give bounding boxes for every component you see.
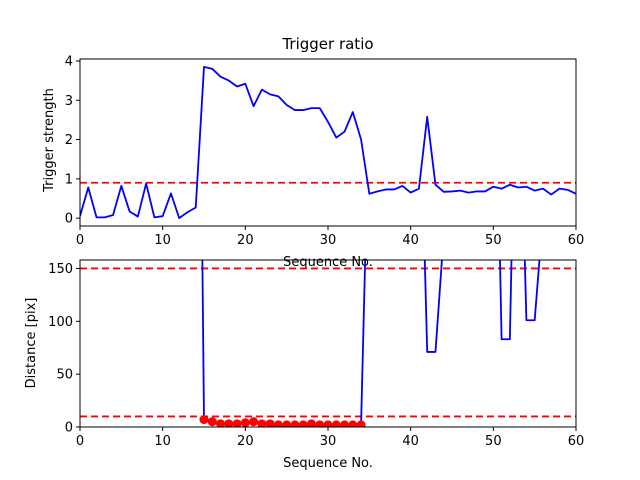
data-point-marker	[273, 420, 283, 427]
data-point-marker	[265, 419, 275, 427]
y-tick-label: 1	[65, 172, 73, 187]
x-tick-label: 40	[402, 434, 419, 449]
data-point-marker	[249, 417, 259, 427]
y-tick-label: 3	[65, 94, 73, 109]
data-point-marker	[348, 420, 358, 427]
distance-chart: Distance [pix] Sequence No. 0 10 20 30 40 50 6…	[24, 259, 585, 471]
y-axis-label: Trigger strength	[42, 88, 57, 193]
data-point-marker	[290, 420, 300, 427]
data-point-marker	[356, 420, 366, 427]
data-point-marker	[323, 420, 333, 427]
plot-area: 0 10 20 30 40 50 60 0 1 2 3 4	[65, 54, 585, 248]
y-tick-label: 0	[65, 212, 73, 227]
data-point-marker	[240, 418, 250, 427]
data-point-marker	[232, 419, 242, 427]
data-point-marker	[257, 419, 267, 427]
trigger-ratio-chart: Trigger ratio Trigger strength Sequence …	[42, 35, 584, 270]
y-axis-label: Distance [pix]	[24, 298, 39, 389]
data-point-marker	[282, 420, 292, 427]
x-axis-label: Sequence No.	[283, 456, 373, 471]
x-tick-label: 0	[76, 233, 84, 248]
data-point-marker	[315, 420, 325, 427]
plot-area: 0 10 20 30 40 50 60 0 50 100 150	[48, 259, 585, 449]
plot-clip-group	[80, 65, 576, 220]
x-tick-label: 60	[568, 233, 585, 248]
y-tick-label: 2	[65, 133, 73, 148]
y-tick-label: 50	[56, 368, 73, 383]
x-tick-label: 50	[485, 233, 502, 248]
data-point-marker	[199, 415, 209, 425]
x-tick-label: 20	[237, 434, 254, 449]
data-point-marker	[216, 419, 226, 427]
y-tick-label: 150	[48, 262, 73, 277]
data-point-marker	[306, 419, 316, 427]
data-point-marker	[340, 420, 350, 427]
series-line-3	[523, 260, 541, 322]
x-tick-label: 30	[320, 434, 337, 449]
x-tick-label: 0	[76, 434, 84, 449]
data-point-marker	[331, 420, 341, 427]
series-line-2	[499, 260, 513, 341]
x-axis-label: Sequence No.	[283, 255, 373, 270]
x-tick-label: 60	[568, 434, 585, 449]
x-tick-label: 40	[402, 233, 419, 248]
plot-clip-group	[80, 260, 576, 427]
data-point-marker	[298, 420, 308, 427]
chart-title: Trigger ratio	[281, 35, 373, 53]
x-tick-label: 10	[154, 434, 171, 449]
data-point-marker	[224, 419, 234, 427]
data-point-marker	[207, 417, 217, 427]
series-line-0	[80, 65, 576, 220]
x-tick-label: 30	[320, 233, 337, 248]
x-tick-label: 20	[237, 233, 254, 248]
y-tick-label: 4	[65, 54, 73, 69]
y-tick-label: 100	[48, 315, 73, 330]
series-line-1	[423, 260, 443, 353]
y-tick-label: 0	[65, 421, 73, 436]
x-tick-label: 50	[485, 434, 502, 449]
x-tick-label: 10	[154, 233, 171, 248]
